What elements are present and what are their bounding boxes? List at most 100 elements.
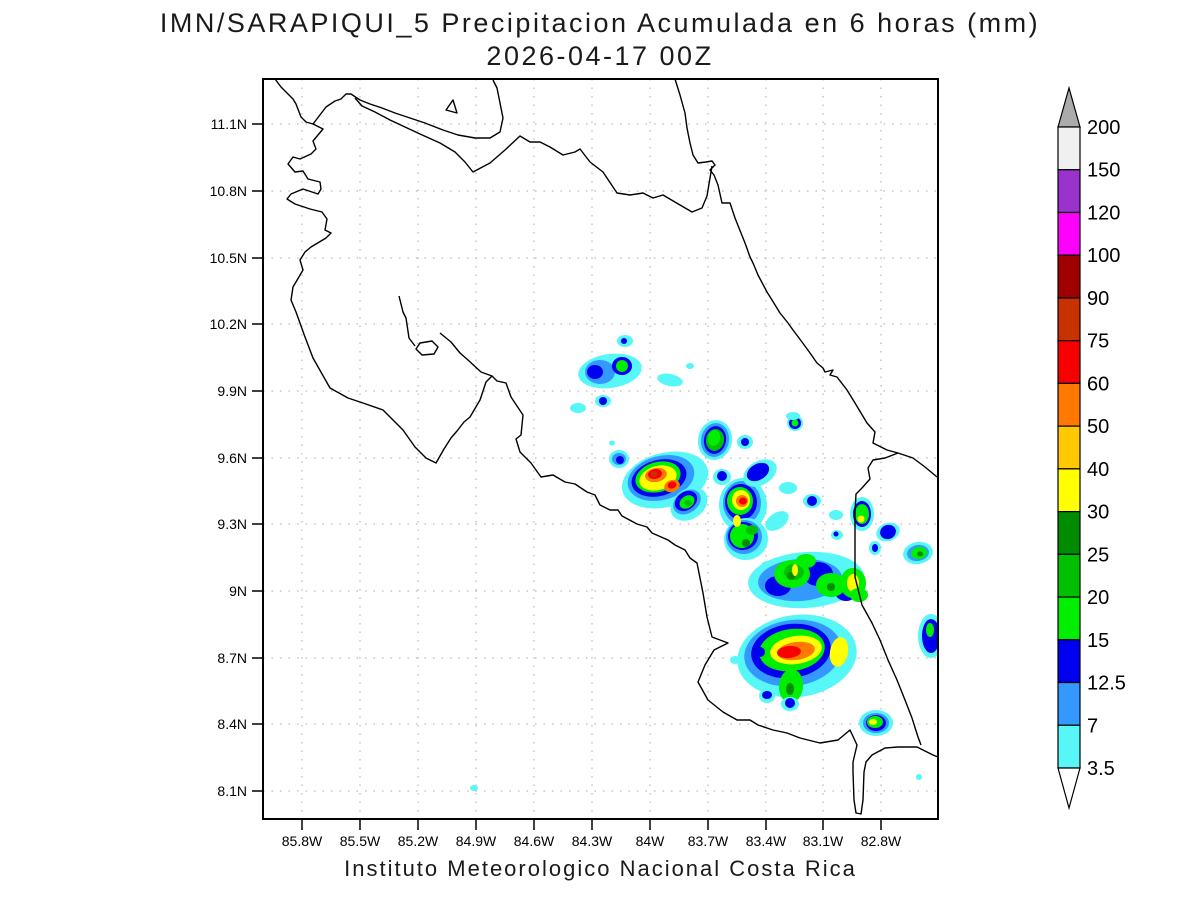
precip-cell xyxy=(667,481,677,489)
y-tick-label: 9.6N xyxy=(217,450,247,466)
x-tick-label: 85.8W xyxy=(282,833,323,849)
coastlines xyxy=(274,79,938,815)
precip-cell xyxy=(926,623,934,637)
y-tick-label: 8.7N xyxy=(217,650,247,666)
coast-caribbean xyxy=(674,79,938,478)
colorbar-label: 40 xyxy=(1087,459,1109,481)
precip-cell xyxy=(829,637,849,667)
axis-ticks xyxy=(252,123,882,830)
y-tick-label: 10.5N xyxy=(210,250,247,266)
precip-cell xyxy=(786,683,794,695)
colorbar-segment xyxy=(1057,211,1081,256)
precip-cell xyxy=(746,462,770,482)
coast-pacific-south xyxy=(274,79,938,815)
plot-subtitle-date: 2026-04-17 00Z xyxy=(486,41,714,71)
precip-cell xyxy=(616,360,628,372)
x-tick-label: 83.1W xyxy=(803,833,844,849)
lake-nicaragua-shore xyxy=(312,79,504,139)
y-tick-label: 8.1N xyxy=(217,783,247,799)
precip-cell xyxy=(807,496,817,506)
colorbar-segment xyxy=(1057,511,1081,555)
x-tick-label: 83.4W xyxy=(746,833,787,849)
precip-cell xyxy=(742,539,750,547)
precip-cell xyxy=(872,544,878,552)
colorbar xyxy=(1057,85,1081,811)
precip-cell xyxy=(730,656,740,664)
precip-cell xyxy=(827,583,835,591)
precip-cell xyxy=(857,515,865,523)
x-tick-label: 85.5W xyxy=(340,833,381,849)
precip-cell xyxy=(786,412,800,420)
precip-cell xyxy=(869,719,877,725)
colorbar-label: 15 xyxy=(1087,630,1109,652)
y-tick-label: 8.4N xyxy=(217,716,247,732)
y-tick-label: 9N xyxy=(229,583,247,599)
colorbar-segment xyxy=(1057,553,1081,598)
precip-cell xyxy=(650,471,658,477)
colorbar-label: 100 xyxy=(1087,245,1120,267)
colorbar-label: 12.5 xyxy=(1087,673,1126,695)
colorbar-label: 30 xyxy=(1087,502,1109,524)
colorbar-arrow-top xyxy=(1057,85,1081,128)
map-frame xyxy=(262,78,939,820)
y-axis-labels: 11.1N 10.8N 10.5N 10.2N 9.9N 9.6N 9.3N 9N 8.7N 8.… xyxy=(210,116,247,799)
colorbar-segment xyxy=(1057,382,1081,427)
border-nicaragua xyxy=(354,97,713,213)
precip-cell xyxy=(777,645,801,659)
colorbar-label: 90 xyxy=(1087,288,1109,310)
plot-title: IMN/SARAPIQUI_5 Precipitacion Acumulada … xyxy=(159,8,1041,38)
colorbar-label: 25 xyxy=(1087,544,1109,566)
precip-cell xyxy=(616,456,624,464)
precip-cell xyxy=(792,564,798,576)
colorbar-segment xyxy=(1057,340,1081,384)
precip-cell xyxy=(587,365,603,379)
colorbar-label: 60 xyxy=(1087,373,1109,395)
colorbar-segment xyxy=(1057,724,1081,769)
precip-cell xyxy=(621,338,627,344)
colorbar-label: 50 xyxy=(1087,416,1109,438)
x-tick-label: 82.8W xyxy=(861,833,902,849)
precip-cell xyxy=(686,363,694,369)
precip-cell xyxy=(733,515,741,527)
colorbar-label: 3.5 xyxy=(1087,758,1115,780)
river-north xyxy=(398,295,416,347)
colorbar-label: 120 xyxy=(1087,202,1120,224)
precip-cell xyxy=(880,524,896,540)
x-tick-label: 85.2W xyxy=(398,833,439,849)
colorbar-segment xyxy=(1057,596,1081,641)
x-tick-label: 84.3W xyxy=(572,833,613,849)
y-tick-label: 9.3N xyxy=(217,516,247,532)
attribution-text: Instituto Meteorologico Nacional Costa R… xyxy=(344,856,857,881)
y-tick-label: 10.8N xyxy=(210,183,247,199)
colorbar-label: 7 xyxy=(1087,715,1098,737)
colorbar-label: 150 xyxy=(1087,160,1120,182)
x-tick-label: 83.7W xyxy=(688,833,729,849)
precip-cell xyxy=(717,471,727,481)
colorbar-segment xyxy=(1057,169,1081,214)
precip-cell xyxy=(599,397,607,405)
precip-cell xyxy=(741,438,749,446)
y-tick-label: 10.2N xyxy=(210,316,247,332)
colorbar-label: 20 xyxy=(1087,587,1109,609)
y-tick-label: 11.1N xyxy=(211,116,247,132)
colorbar-segment xyxy=(1057,425,1081,470)
precip-cell xyxy=(765,511,789,531)
precip-cell xyxy=(785,698,795,708)
precip-cell xyxy=(829,510,843,520)
precip-cell xyxy=(470,785,478,791)
precip-cell xyxy=(739,497,747,505)
precip-cell xyxy=(917,551,923,557)
precip-cell xyxy=(791,419,799,427)
graticule xyxy=(263,79,938,819)
colorbar-arrow-bottom xyxy=(1057,767,1081,811)
precip-cell xyxy=(744,672,752,680)
precip-cell xyxy=(707,430,721,446)
border-panama xyxy=(854,452,922,746)
colorbar-labels: 200 150 120 100 90 75 60 50 40 30 25 20 15 12.5 7 3.5 xyxy=(1087,117,1126,780)
x-tick-label: 84.6W xyxy=(514,833,555,849)
precip-cell xyxy=(657,373,683,387)
precip-cell xyxy=(570,403,586,413)
lake-arenal xyxy=(415,340,439,356)
